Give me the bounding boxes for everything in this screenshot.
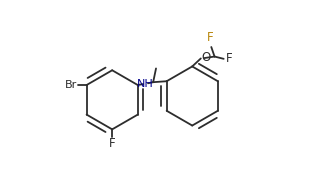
- Text: F: F: [206, 31, 213, 44]
- Text: NH: NH: [137, 79, 154, 89]
- Text: F: F: [109, 137, 116, 150]
- Text: O: O: [202, 51, 211, 64]
- Text: F: F: [226, 52, 232, 65]
- Text: Br: Br: [65, 80, 78, 90]
